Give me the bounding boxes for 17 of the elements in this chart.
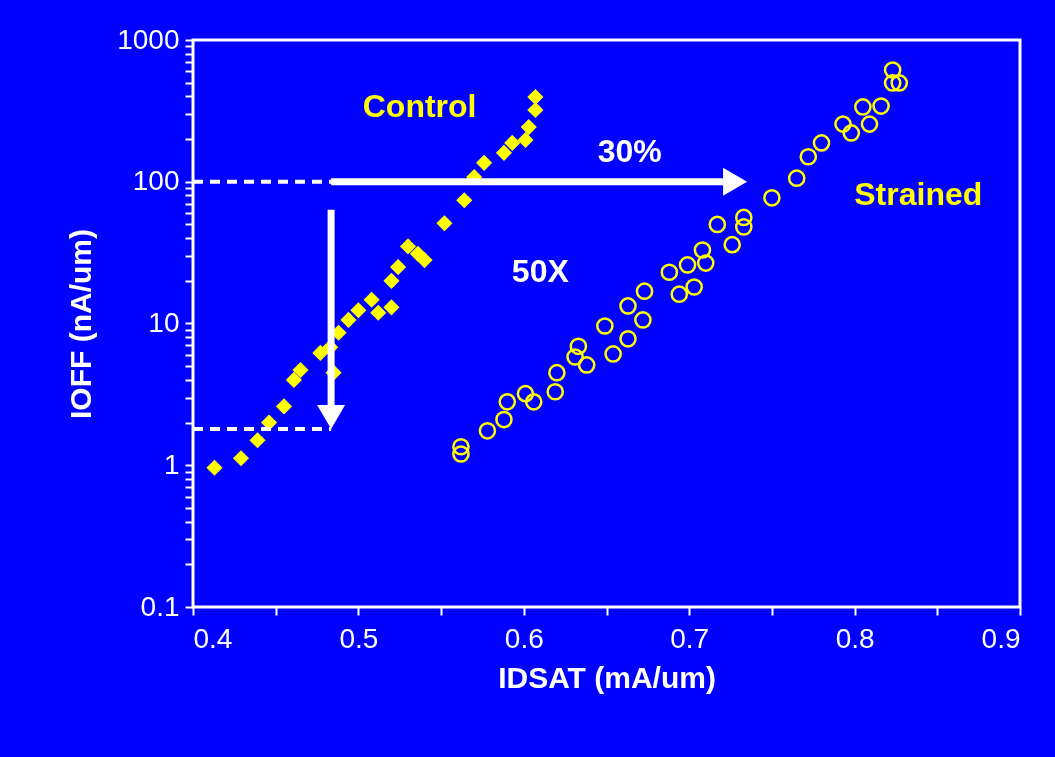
y-axis-title: IOFF (nA/um) (64, 229, 98, 419)
y-tick-label: 1000 (117, 23, 180, 55)
y-tick-label: 0.1 (140, 590, 180, 622)
x-tick-label: 0.8 (835, 622, 875, 654)
x-axis-title: IDSAT (mA/um) (498, 660, 716, 694)
series-label: Strained (854, 175, 983, 212)
x-tick-label: 0.4 (193, 622, 233, 654)
series-label: Control (362, 87, 477, 124)
y-tick-label: 100 (132, 165, 180, 197)
y-tick-label: 1 (163, 448, 180, 480)
x-tick-label: 0.9 (981, 622, 1021, 654)
y-tick-label: 10 (148, 307, 180, 338)
annotation: 50X (511, 252, 570, 289)
x-tick-label: 0.5 (339, 622, 379, 654)
x-tick-label: 0.6 (504, 622, 544, 654)
x-tick-label: 0.7 (670, 622, 710, 654)
annotation: 30% (597, 133, 662, 170)
